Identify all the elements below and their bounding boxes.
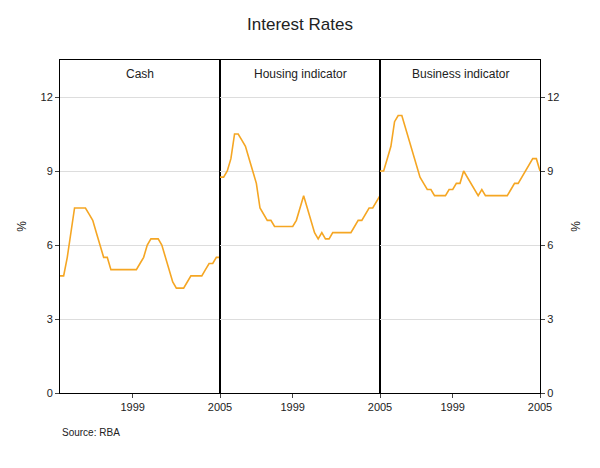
svg-text:6: 6 xyxy=(47,239,53,251)
svg-text:Source: RBA: Source: RBA xyxy=(62,427,120,438)
svg-text:0: 0 xyxy=(47,387,53,399)
svg-text:3: 3 xyxy=(547,313,553,325)
svg-text:12: 12 xyxy=(41,91,53,103)
svg-text:2005: 2005 xyxy=(528,401,552,413)
svg-text:12: 12 xyxy=(547,91,559,103)
svg-text:1999: 1999 xyxy=(120,401,144,413)
svg-text:6: 6 xyxy=(547,239,553,251)
svg-text:%: % xyxy=(569,221,583,232)
svg-text:0: 0 xyxy=(547,387,553,399)
svg-text:1999: 1999 xyxy=(280,401,304,413)
svg-text:2005: 2005 xyxy=(208,401,232,413)
svg-text:%: % xyxy=(15,221,29,232)
svg-text:9: 9 xyxy=(47,165,53,177)
svg-text:9: 9 xyxy=(547,165,553,177)
svg-text:Housing indicator: Housing indicator xyxy=(254,67,347,81)
svg-text:2005: 2005 xyxy=(368,401,392,413)
svg-text:1999: 1999 xyxy=(440,401,464,413)
svg-text:Business indicator: Business indicator xyxy=(412,67,509,81)
svg-text:Cash: Cash xyxy=(126,67,154,81)
svg-text:Interest Rates: Interest Rates xyxy=(247,15,353,34)
svg-text:3: 3 xyxy=(47,313,53,325)
